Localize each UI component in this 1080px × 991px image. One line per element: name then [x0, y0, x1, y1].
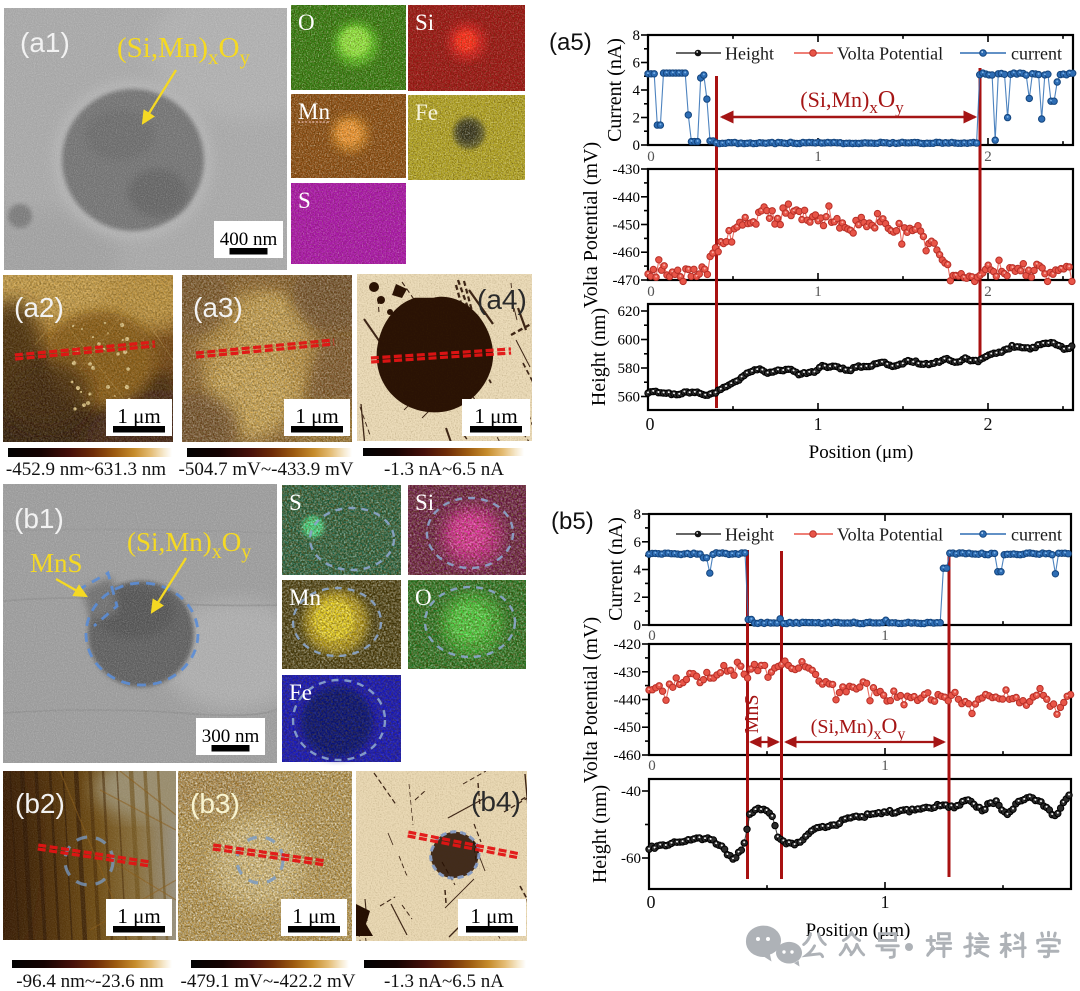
svg-text:-420: -420: [614, 637, 642, 653]
svg-text:300 nm: 300 nm: [202, 726, 260, 747]
svg-text:0: 0: [647, 284, 655, 300]
svg-text:(Si,Mn)xOy: (Si,Mn)xOy: [117, 32, 251, 69]
svg-text:-40: -40: [621, 784, 641, 800]
svg-text:-460: -460: [614, 748, 642, 764]
svg-text:-440: -440: [613, 190, 641, 206]
svg-text:(a3): (a3): [193, 292, 243, 323]
svg-text:1: 1: [814, 414, 823, 434]
svg-text:-470: -470: [613, 273, 641, 289]
svg-text:Current (nA): Current (nA): [604, 38, 626, 142]
svg-text:MnS: MnS: [741, 695, 763, 734]
svg-text:2: 2: [633, 111, 641, 127]
svg-text:1: 1: [881, 758, 889, 774]
svg-text:Height (nm): Height (nm): [589, 785, 611, 883]
svg-text:(b5): (b5): [551, 508, 594, 535]
svg-text:0: 0: [648, 758, 656, 774]
svg-text:Position (μm): Position (μm): [809, 442, 914, 463]
svg-text:1: 1: [881, 628, 889, 644]
svg-text:6: 6: [634, 535, 642, 551]
svg-text:Height (nm): Height (nm): [588, 308, 610, 406]
svg-text:2: 2: [984, 284, 992, 300]
svg-text:580: 580: [618, 361, 641, 377]
svg-text:1 μm: 1 μm: [474, 404, 517, 428]
svg-text:O: O: [298, 10, 315, 35]
svg-text:-479.1 mV~-422.2 mV: -479.1 mV~-422.2 mV: [181, 971, 356, 991]
svg-text:Volta Potential (mV): Volta Potential (mV): [580, 142, 602, 308]
svg-text:0: 0: [647, 892, 656, 912]
svg-text:Position (μm): Position (μm): [806, 920, 911, 941]
svg-text:(b1): (b1): [14, 503, 64, 534]
svg-text:(b3): (b3): [190, 788, 240, 819]
svg-text:(b4): (b4): [471, 786, 521, 817]
svg-text:Fe: Fe: [289, 680, 312, 705]
svg-text:0: 0: [648, 628, 656, 644]
svg-text:560: 560: [618, 390, 641, 406]
svg-text:-430: -430: [613, 162, 641, 178]
svg-text:Volta Potential: Volta Potential: [837, 525, 943, 545]
svg-text:-1.3 nA~6.5 nA: -1.3 nA~6.5 nA: [384, 971, 504, 991]
svg-text:(b2): (b2): [15, 788, 65, 819]
svg-text:6: 6: [633, 56, 641, 72]
svg-text:4: 4: [633, 83, 641, 99]
svg-text:8: 8: [634, 507, 642, 523]
svg-text:(a2): (a2): [14, 292, 64, 323]
svg-text:1 μm: 1 μm: [470, 904, 513, 928]
svg-text:-450: -450: [613, 218, 641, 234]
svg-text:400 nm: 400 nm: [220, 229, 278, 250]
svg-text:0: 0: [646, 414, 655, 434]
svg-text:-452.9 nm~631.3 nm: -452.9 nm~631.3 nm: [6, 459, 166, 480]
svg-text:-60: -60: [621, 851, 641, 867]
svg-text:-504.7 mV~-433.9 mV: -504.7 mV~-433.9 mV: [179, 459, 354, 480]
svg-text:0: 0: [633, 138, 641, 154]
svg-text:(a4): (a4): [477, 284, 527, 315]
svg-text:current: current: [1011, 44, 1062, 64]
svg-text:1 μm: 1 μm: [117, 404, 160, 428]
svg-text:1: 1: [814, 284, 822, 300]
svg-text:0: 0: [634, 618, 642, 634]
svg-text:S: S: [289, 490, 302, 515]
svg-text:Height: Height: [725, 44, 774, 64]
svg-text:current: current: [1011, 525, 1062, 545]
svg-text:-1.3 nA~6.5 nA: -1.3 nA~6.5 nA: [384, 459, 504, 480]
svg-text:Height: Height: [725, 525, 774, 545]
svg-text:1 μm: 1 μm: [295, 404, 338, 428]
svg-text:-460: -460: [613, 245, 641, 261]
svg-text:(Si,Mn)xOy: (Si,Mn)xOy: [800, 87, 904, 117]
svg-text:8: 8: [633, 28, 641, 44]
svg-text:4: 4: [634, 563, 642, 579]
svg-text:1 μm: 1 μm: [292, 904, 335, 928]
svg-text:Fe: Fe: [415, 100, 438, 125]
svg-text:600: 600: [618, 333, 641, 349]
svg-text:1: 1: [814, 149, 822, 165]
svg-text:1: 1: [881, 892, 890, 912]
svg-text:(Si,Mn)xOy: (Si,Mn)xOy: [811, 713, 906, 743]
svg-text:Current (nA): Current (nA): [605, 517, 627, 621]
svg-text:Mn: Mn: [289, 585, 321, 610]
svg-text:(a5): (a5): [549, 29, 592, 56]
svg-text:MnS: MnS: [30, 548, 83, 578]
svg-text:Si: Si: [415, 10, 434, 35]
svg-text:Volta Potential (mV): Volta Potential (mV): [580, 617, 602, 783]
svg-text:620: 620: [618, 304, 641, 320]
svg-text:-450: -450: [614, 720, 642, 736]
svg-text:1 μm: 1 μm: [117, 904, 160, 928]
svg-text:2: 2: [634, 590, 642, 606]
svg-text:2: 2: [984, 414, 993, 434]
svg-text:2: 2: [984, 149, 992, 165]
svg-text:-96.4 nm~-23.6 nm: -96.4 nm~-23.6 nm: [16, 971, 164, 991]
svg-text:-440: -440: [614, 693, 642, 709]
svg-text:-430: -430: [614, 665, 642, 681]
svg-text:(a1): (a1): [20, 27, 70, 58]
svg-text:O: O: [415, 585, 432, 610]
svg-text:Mn: Mn: [298, 99, 330, 124]
svg-text:S: S: [298, 188, 311, 213]
svg-text:0: 0: [647, 149, 655, 165]
svg-text:Volta Potential: Volta Potential: [837, 44, 943, 64]
svg-text:Si: Si: [415, 490, 434, 515]
